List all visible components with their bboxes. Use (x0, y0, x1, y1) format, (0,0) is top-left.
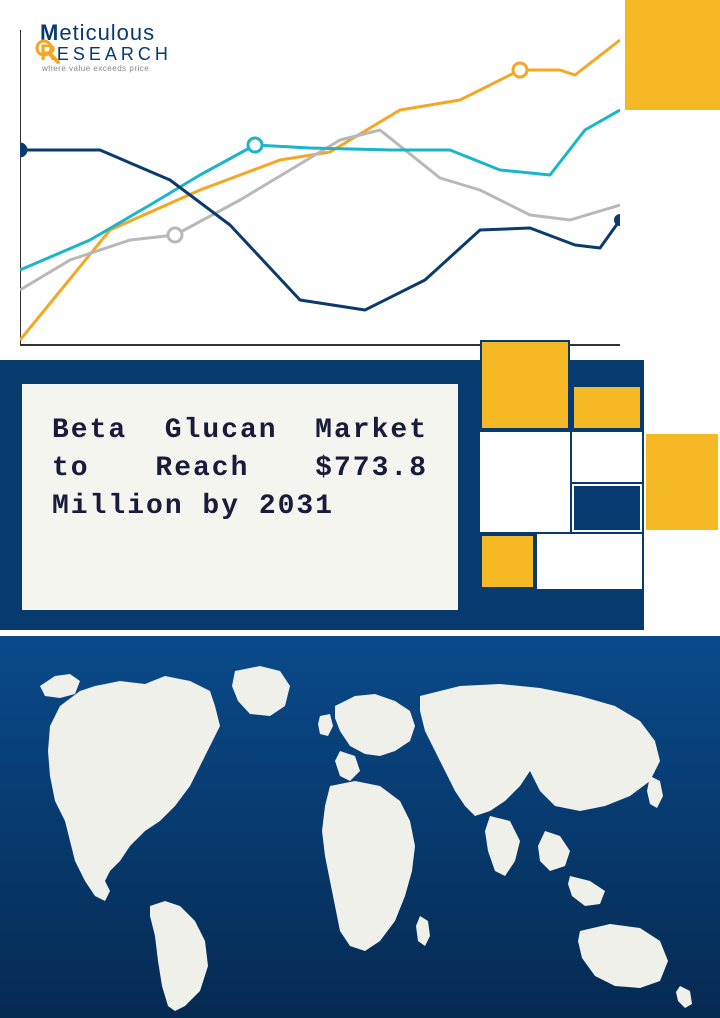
deco-square (644, 432, 720, 532)
title-box: Beta Glucan Market to Reach $773.8 Milli… (20, 382, 460, 612)
deco-square (572, 484, 642, 532)
deco-square (572, 432, 642, 482)
line-chart (20, 30, 620, 360)
deco-square (572, 385, 642, 430)
top-right-accent (625, 0, 720, 110)
chart-section: Meticulous RESEARCH where value exceeds … (0, 0, 610, 355)
world-map (0, 646, 720, 1016)
deco-square (480, 534, 535, 589)
deco-square (480, 340, 570, 430)
deco-square (480, 432, 570, 532)
page-title: Beta Glucan Market to Reach $773.8 Milli… (52, 412, 428, 525)
deco-square (537, 534, 642, 589)
world-map-section (0, 636, 720, 1018)
page-container: Meticulous RESEARCH where value exceeds … (0, 0, 720, 1018)
